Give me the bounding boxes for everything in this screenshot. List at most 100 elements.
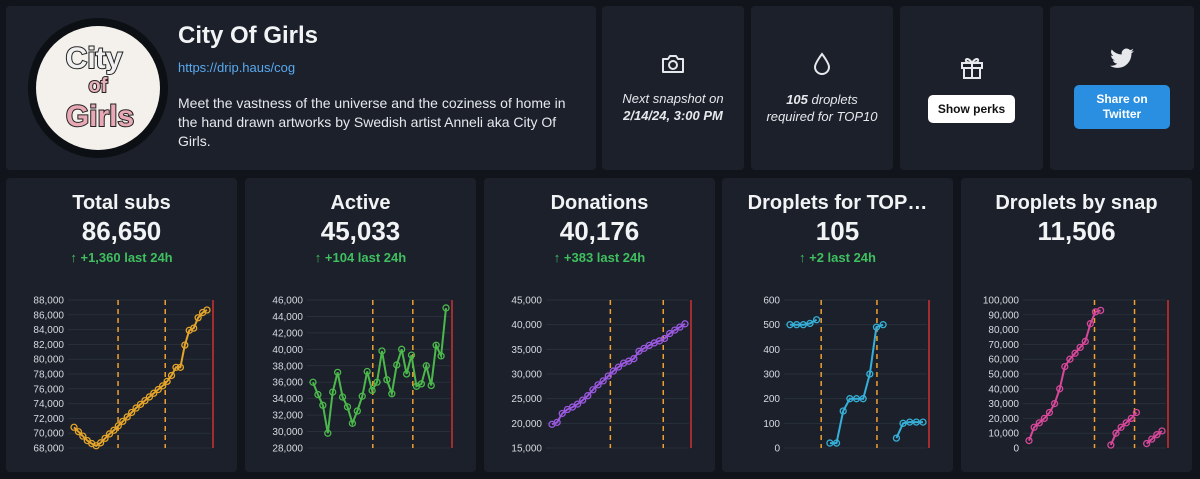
- data-point: [114, 422, 122, 430]
- y-tick-label: 46,000: [272, 296, 303, 307]
- svg-text:Girls: Girls: [66, 100, 134, 133]
- y-tick-label: 20,000: [988, 414, 1019, 425]
- data-point: [96, 439, 105, 447]
- data-point: [181, 341, 189, 349]
- data-point: [172, 363, 180, 371]
- series-line: [1028, 309, 1101, 441]
- data-point: [150, 389, 158, 397]
- data-point: [383, 376, 391, 384]
- data-point: [427, 381, 435, 390]
- data-point: [1040, 414, 1048, 423]
- y-tick-label: 300: [763, 370, 780, 381]
- data-point: [167, 371, 176, 380]
- data-point: [579, 396, 587, 404]
- gift-icon: [959, 54, 985, 85]
- data-point: [110, 426, 118, 434]
- data-point: [832, 439, 841, 447]
- camera-icon: [660, 53, 686, 80]
- y-tick-label: 34,000: [272, 394, 303, 405]
- data-point: [1143, 439, 1151, 448]
- y-tick-label: 15,000: [511, 444, 542, 455]
- droplets-required-card: 105 droplets required for TOP10: [751, 6, 893, 170]
- y-tick-label: 72,000: [33, 414, 64, 425]
- data-point: [879, 321, 887, 329]
- share-on-twitter-button[interactable]: Share on Twitter: [1074, 84, 1170, 129]
- y-tick-label: 76,000: [33, 384, 64, 395]
- data-point: [1153, 431, 1161, 439]
- droplet-icon: [813, 51, 831, 81]
- data-point: [136, 400, 145, 408]
- y-tick-label: 25,000: [511, 394, 542, 405]
- data-point: [363, 367, 371, 376]
- data-point: [343, 403, 352, 411]
- data-point: [1127, 414, 1135, 423]
- data-point: [163, 377, 171, 386]
- data-point: [1132, 408, 1141, 417]
- data-point: [432, 341, 440, 349]
- y-tick-label: 68,000: [33, 444, 64, 455]
- series-line: [829, 323, 884, 445]
- y-tick-label: 400: [763, 345, 780, 356]
- data-point: [676, 323, 684, 331]
- show-perks-button[interactable]: Show perks: [927, 94, 1016, 123]
- stat-value: 105: [815, 216, 860, 246]
- y-tick-label: 80,000: [988, 325, 1019, 336]
- data-point: [1035, 419, 1043, 427]
- stat-card-donations: Donations 40,176 ↑ +383 last 24h 45,000 4…: [484, 178, 715, 472]
- data-point: [806, 319, 814, 328]
- y-tick-label: 70,000: [33, 429, 64, 440]
- data-point: [660, 334, 669, 343]
- droplets-top10-chart: 600 500 400 300 200 100 0: [763, 296, 930, 455]
- data-point: [132, 404, 140, 412]
- data-point: [1050, 399, 1059, 408]
- data-point: [70, 423, 78, 431]
- data-point: [553, 418, 561, 426]
- y-tick-label: 90,000: [988, 310, 1019, 321]
- data-point: [119, 417, 127, 426]
- total-subs-chart: 88,000 86,000 84,000 82,000 80,000 78,000 76,0…: [33, 296, 214, 455]
- data-point: [1112, 429, 1120, 437]
- y-tick-label: 40,000: [511, 320, 542, 331]
- y-tick-label: 86,000: [33, 310, 64, 321]
- y-tick-label: 70,000: [988, 340, 1019, 351]
- y-tick-label: 40,000: [272, 345, 303, 356]
- data-point: [105, 430, 114, 438]
- data-point: [358, 392, 366, 400]
- data-point: [594, 381, 602, 389]
- y-tick-label: 10,000: [988, 429, 1019, 440]
- y-tick-label: 100,000: [983, 296, 1020, 307]
- data-point: [314, 390, 322, 399]
- data-point: [407, 351, 416, 359]
- data-point: [1148, 435, 1156, 443]
- data-point: [74, 428, 83, 436]
- data-point: [388, 390, 396, 398]
- next-snapshot-text: Next snapshot on 2/14/24, 3:00 PM: [622, 90, 724, 123]
- y-tick-label: 0: [774, 444, 780, 455]
- data-point: [442, 304, 450, 312]
- share-card: Share on Twitter: [1050, 6, 1194, 170]
- data-point: [1081, 337, 1089, 346]
- droplets-by-snap-chart: 100,000 90,000 80,000 70,000 60,000 50,000 40,…: [983, 296, 1169, 455]
- data-point: [614, 363, 623, 371]
- y-tick-label: 32,000: [272, 411, 303, 422]
- collection-link[interactable]: https://drip.haus/cog: [178, 60, 296, 75]
- y-tick-label: 82,000: [33, 340, 64, 351]
- data-point: [1045, 408, 1054, 417]
- data-point: [584, 392, 592, 400]
- y-tick-label: 60,000: [988, 355, 1019, 366]
- data-point: [899, 419, 907, 427]
- data-point: [123, 413, 131, 421]
- data-point: [1061, 362, 1069, 371]
- data-point: [859, 395, 867, 403]
- data-point: [127, 408, 136, 417]
- data-point: [348, 419, 357, 427]
- data-point: [373, 378, 381, 386]
- data-point: [159, 382, 167, 390]
- data-point: [319, 401, 327, 409]
- svg-text:City: City: [66, 42, 123, 75]
- data-point: [666, 329, 674, 338]
- data-point: [573, 400, 582, 408]
- series-line: [73, 309, 208, 447]
- data-point: [1158, 427, 1166, 435]
- data-point: [141, 396, 149, 405]
